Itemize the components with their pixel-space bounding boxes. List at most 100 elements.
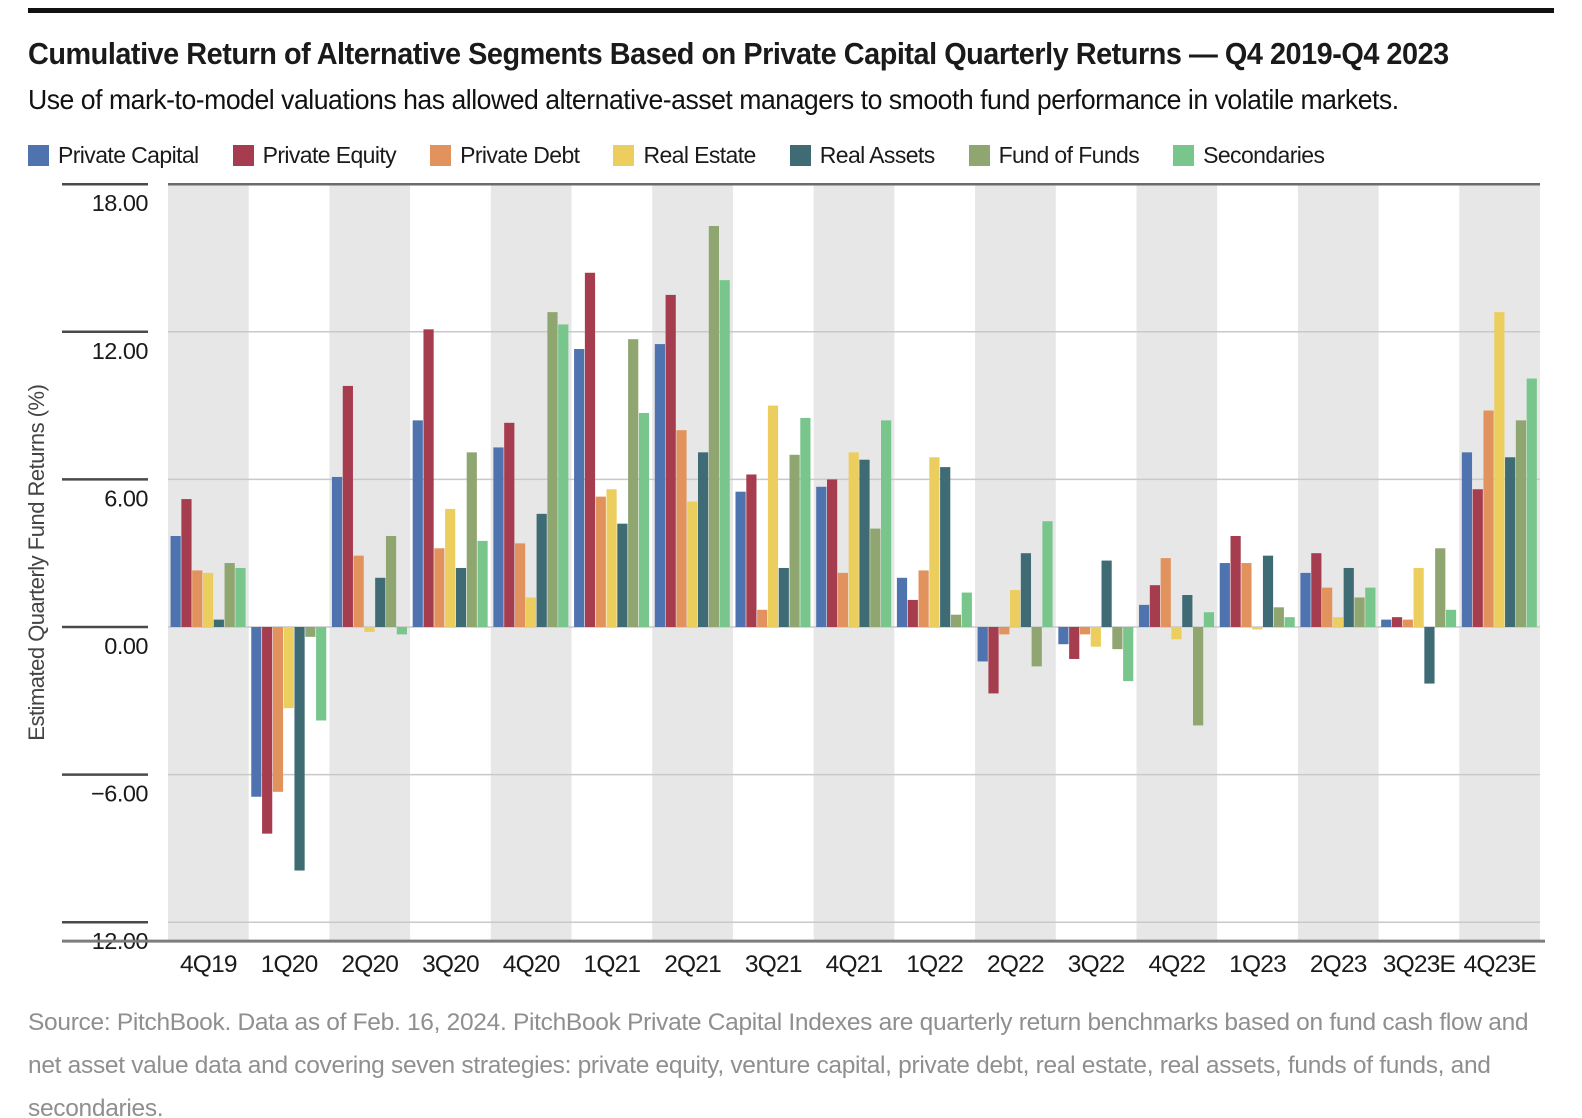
bar-group-1Q22 [896, 457, 972, 627]
x-tick-label-4Q23E: 4Q23E [1464, 951, 1537, 978]
bar-2Q22-fund-of-funds [1031, 627, 1042, 667]
y-axis-title: Estimated Quarterly Fund Returns (%) [24, 385, 49, 741]
bar-3Q23E-private-capital [1381, 619, 1392, 627]
bar-1Q22-real-assets [940, 467, 951, 627]
bar-3Q21-private-capital [735, 491, 746, 627]
legend-label-private-equity: Private Equity [262, 142, 397, 168]
bar-1Q22-fund-of-funds [950, 614, 962, 627]
bar-2Q23-private-capital [1300, 572, 1311, 627]
bar-3Q20-secondaries [477, 540, 488, 627]
x-tick-label-2Q23: 2Q23 [1310, 951, 1367, 978]
bar-1Q20-real-assets [294, 627, 305, 871]
bar-4Q23E-private-equity [1472, 489, 1483, 627]
bar-3Q22-secondaries [1123, 627, 1134, 682]
x-tick-label-1Q23: 1Q23 [1229, 951, 1286, 978]
bar-1Q21-private-capital [574, 349, 585, 627]
bar-4Q20-real-assets [536, 513, 547, 627]
legend-item-private-equity: Private Equity [232, 142, 397, 169]
legend-label-secondaries: Secondaries [1203, 142, 1325, 168]
y-tick-label-12: 12.00 [92, 338, 149, 364]
bar-group-2Q22 [977, 521, 1053, 694]
bar-3Q20-private-equity [423, 329, 434, 627]
bar-4Q19-real-assets [213, 619, 224, 627]
bar-group-3Q23E [1381, 548, 1457, 684]
legend-swatch-secondaries [1173, 145, 1195, 166]
bar-1Q23-private-equity [1230, 535, 1241, 627]
bar-4Q22-real-assets [1182, 595, 1193, 627]
source-note: Source: PitchBook. Data as of Feb. 16, 2… [28, 1009, 1529, 1118]
bar-1Q20-fund-of-funds [305, 627, 316, 637]
bar-1Q20-secondaries [316, 627, 327, 721]
bar-2Q20-real-estate [364, 627, 375, 632]
bar-4Q23E-secondaries [1526, 378, 1537, 627]
legend-label-fund-of-funds: Fund of Funds [998, 142, 1140, 168]
bar-1Q22-secondaries [961, 592, 972, 627]
bar-1Q22-private-capital [896, 577, 908, 627]
bar-4Q21-fund-of-funds [870, 528, 881, 627]
bar-4Q22-private-debt [1160, 558, 1171, 627]
bar-4Q19-real-estate [202, 572, 214, 627]
bar-3Q23E-secondaries [1445, 609, 1457, 627]
y-tick-label--6: −6.00 [91, 781, 148, 807]
bar-2Q22-real-assets [1020, 553, 1032, 627]
legend-label-real-assets: Real Assets [819, 142, 935, 168]
bar-4Q23E-fund-of-funds [1515, 420, 1527, 627]
bar-2Q20-private-debt [353, 555, 364, 627]
bar-3Q22-private-equity [1069, 627, 1080, 659]
bar-2Q21-real-estate [687, 501, 698, 627]
bar-4Q23E-real-estate [1494, 312, 1505, 627]
bar-4Q20-private-capital [493, 447, 504, 627]
bar-3Q23E-real-assets [1424, 627, 1435, 684]
legend-swatch-real-estate [613, 145, 635, 166]
bar-3Q20-real-assets [455, 567, 467, 627]
bar-2Q23-real-estate [1332, 617, 1344, 627]
bar-4Q21-real-estate [848, 452, 859, 627]
bar-group-4Q23E [1461, 312, 1537, 627]
y-tick-label-0: 0.00 [104, 633, 148, 659]
bar-3Q23E-real-estate [1413, 567, 1424, 627]
bar-group-1Q20 [251, 627, 327, 871]
bar-1Q20-private-equity [262, 627, 273, 834]
legend-label-private-capital: Private Capital [58, 142, 199, 168]
bar-1Q22-real-estate [929, 457, 940, 627]
quarter-band-2Q22 [975, 184, 1056, 942]
x-tick-label-4Q19: 4Q19 [180, 951, 237, 978]
bar-3Q21-private-equity [746, 474, 757, 627]
bar-1Q21-private-equity [584, 272, 596, 627]
bar-4Q20-private-equity [504, 422, 515, 627]
legend-swatch-private-debt [430, 145, 452, 166]
bar-2Q22-private-equity [988, 627, 999, 694]
bar-group-3Q21 [735, 405, 811, 627]
legend-item-real-assets: Real Assets [789, 142, 935, 169]
bar-4Q23E-private-capital [1461, 452, 1473, 627]
bar-3Q23E-private-equity [1391, 617, 1403, 627]
bar-4Q21-secondaries [881, 420, 892, 627]
legend-swatch-private-capital [28, 145, 49, 166]
legend-item-fund-of-funds: Fund of Funds [968, 142, 1140, 169]
bar-4Q19-private-debt [192, 570, 203, 627]
bar-4Q22-real-estate [1171, 627, 1182, 640]
bar-3Q21-secondaries [800, 417, 811, 627]
x-tick-label-2Q21: 2Q21 [664, 951, 721, 978]
bar-3Q22-private-capital [1058, 627, 1069, 645]
legend-label-real-estate: Real Estate [643, 142, 756, 168]
bar-group-4Q22 [1139, 558, 1215, 726]
bar-4Q20-fund-of-funds [547, 312, 558, 627]
bar-4Q21-real-assets [859, 459, 870, 627]
bar-1Q21-real-assets [617, 523, 628, 627]
legend-swatch-private-equity [232, 145, 254, 166]
legend-item-private-capital: Private Capital [28, 142, 199, 169]
bar-1Q20-private-capital [251, 627, 262, 797]
bar-group-1Q21 [574, 272, 650, 627]
bar-4Q19-private-capital [170, 535, 181, 627]
bar-group-1Q23 [1219, 535, 1295, 630]
bar-2Q21-secondaries [719, 280, 730, 627]
bar-2Q20-private-capital [331, 476, 343, 627]
bar-3Q22-real-estate [1090, 627, 1101, 647]
bar-3Q20-real-estate [445, 508, 456, 627]
bar-group-2Q20 [331, 385, 407, 635]
bar-4Q20-private-debt [514, 543, 526, 627]
bar-4Q21-private-capital [816, 486, 827, 627]
bar-2Q22-secondaries [1042, 521, 1053, 627]
